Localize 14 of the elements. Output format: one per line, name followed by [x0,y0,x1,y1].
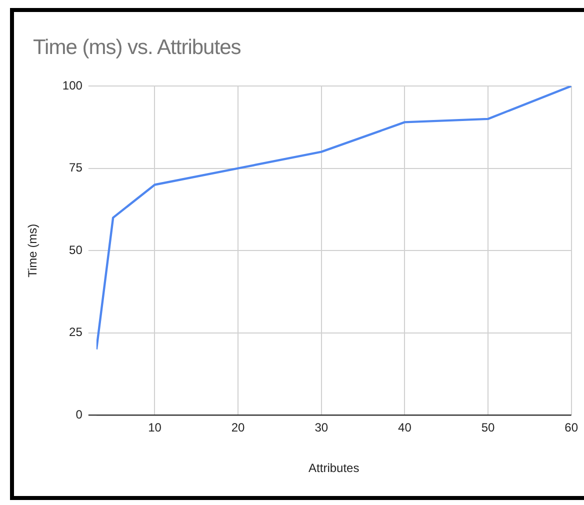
x-tick-label: 40 [398,420,412,435]
x-tick-label: 10 [148,420,162,435]
y-tick-label: 25 [69,325,83,340]
x-tick-label: 50 [481,420,496,435]
x-tick-label: 20 [231,420,246,435]
x-axis-title: Attributes [308,461,360,476]
x-tick-label: 30 [314,420,328,435]
y-tick-label: 0 [76,408,83,422]
y-tick-label: 75 [69,160,83,175]
y-axis-title: Time (ms) [26,224,40,278]
chart-title: Time (ms) vs. Attributes [33,36,241,60]
y-tick-label: 100 [62,78,83,92]
y-tick-label: 50 [69,242,83,257]
x-tick-label: 60 [564,420,578,435]
